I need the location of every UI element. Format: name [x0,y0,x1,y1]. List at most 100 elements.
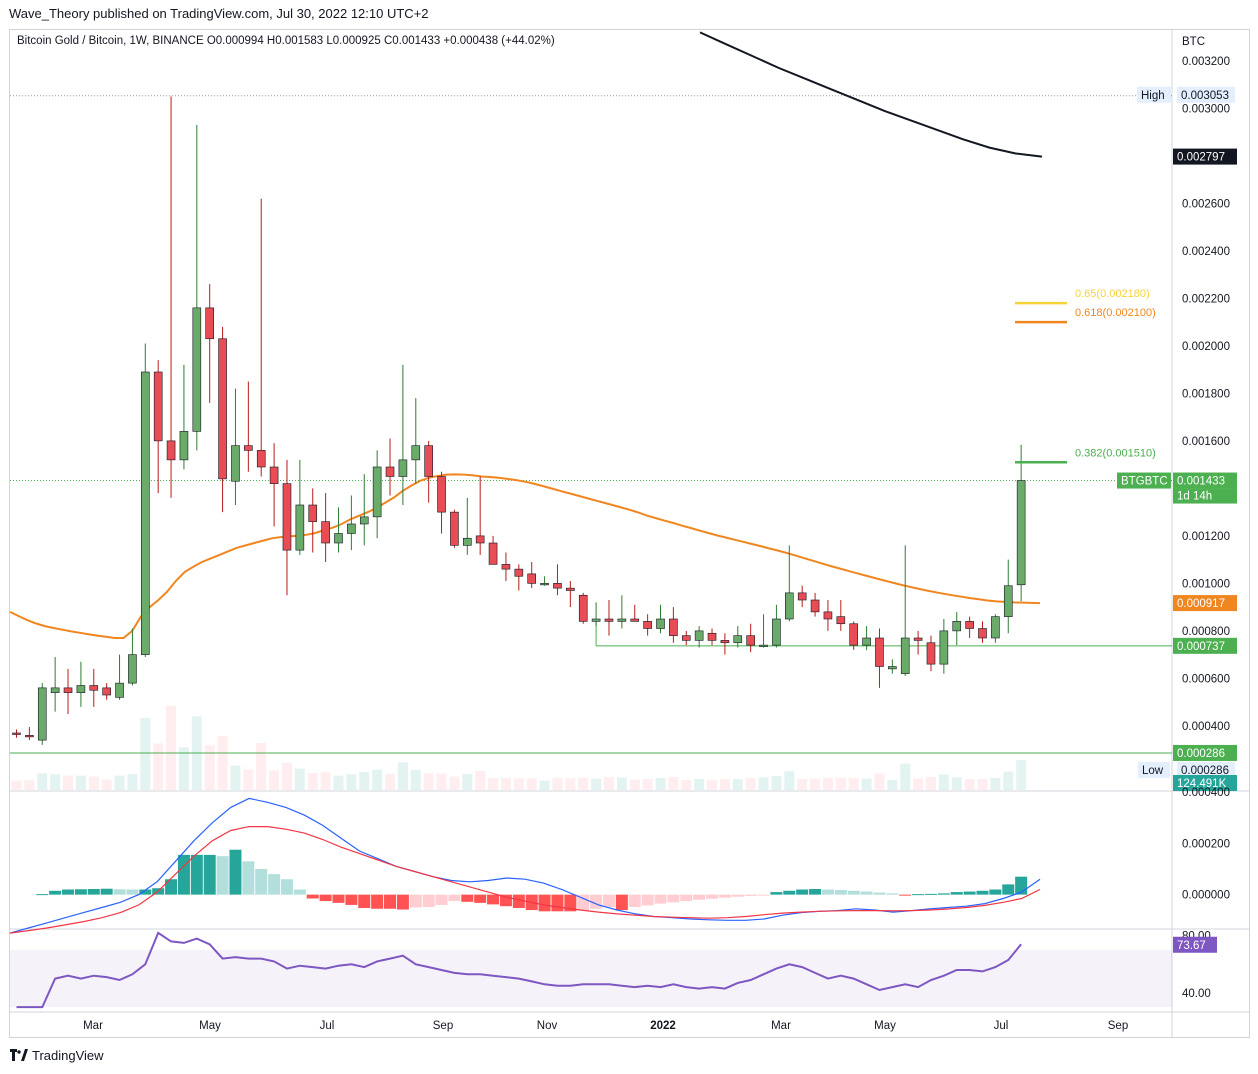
candle-body [25,735,34,738]
candle-body [669,618,678,636]
candle-body [37,687,47,741]
volume-bar [127,774,138,790]
candle-body [862,637,871,646]
candle-body [295,504,305,551]
candle [244,381,253,472]
black-ma-price-tag-bg [1173,148,1237,165]
candle [617,595,627,629]
candle-body [978,628,987,639]
macd-histogram-bar [847,890,860,895]
candle [462,497,472,555]
volume-bar [642,779,653,790]
price-axis-currency: BTC [1182,36,1205,48]
volume-bar [552,777,563,790]
candle [141,343,150,657]
time-axis-label: Jul [320,1020,335,1032]
volume-bar [694,779,705,790]
macd-histogram-bar [899,894,912,896]
black-moving-average [699,31,1043,158]
macd-histogram-bar [435,894,448,905]
candle [1016,444,1026,602]
candle-body [604,618,614,622]
macd-histogram-bar [564,894,577,912]
macd-histogram-bar [744,894,757,896]
volume-bar [462,774,473,790]
macd-histogram-bar [512,894,525,908]
countdown-tag-bg [1173,488,1237,504]
high-label-tag-text: High [1141,90,1165,102]
price-tick-label: 0.002600 [1182,198,1230,210]
candle [772,604,781,648]
time-axis-label: Sep [1108,1020,1128,1032]
price-tick-label: 0.002000 [1182,341,1230,353]
candle [939,619,949,674]
price-tick-label: 0.001200 [1182,531,1230,543]
volume-bar [153,743,164,790]
orange-ma-price-tag: 0.000917 [1173,595,1237,612]
candle [424,440,433,503]
candle-body [553,583,562,589]
candle [50,657,60,712]
candle [153,360,163,494]
rsi-value-tag-text: 73.67 [1177,940,1206,952]
candle [308,488,318,553]
volume-bar [281,763,292,790]
macd-histogram-bar [36,894,49,896]
candle [553,564,562,596]
last-price-tag-text: 0.001433 [1177,476,1225,488]
candle-body [1003,585,1013,617]
macd-histogram-bar [976,890,989,895]
volume-bar [320,772,331,790]
candle [128,628,137,686]
high-value-tag: 0.003053 [1177,86,1235,103]
candle-body [591,618,601,622]
volume-bar [178,747,189,790]
volume-bar [513,778,524,790]
candle [978,621,987,643]
rsi-tick-label: 40.00 [1182,988,1211,1000]
time-axis-label: 2022 [650,1020,676,1032]
volume-bar [719,779,730,790]
volume-bar [938,774,949,790]
candle [591,602,601,627]
candle [37,683,47,745]
tradingview-brand[interactable]: TradingView [10,1048,104,1063]
volume-bar [964,779,975,790]
low-value-tag: 0.000286 [1177,761,1235,778]
candle [694,626,704,648]
volume-bar [977,779,988,790]
candle-body [385,466,395,477]
volume-bar [681,780,692,790]
macd-histogram-bar [396,894,409,910]
candle-body [1016,480,1026,586]
candle-body [849,623,859,646]
price-tick-label: 0.001600 [1182,436,1230,448]
candle [1003,559,1013,634]
candle [540,576,549,586]
volume-bar [925,777,936,790]
volume-bar [822,777,833,790]
candle-body [926,642,936,665]
candle-body [630,618,640,622]
macd-histogram-bar [706,894,719,899]
volume-bar [449,776,460,790]
macd-tick-label: 0.000000 [1182,890,1230,902]
volume-tag-text: 124.491K [1177,778,1227,790]
candle-body [450,511,459,546]
candle-body [372,466,382,518]
macd-histogram-bar [74,889,87,895]
candle-body [797,592,807,601]
macd-histogram-bar [602,894,615,907]
volume-bar [50,774,61,790]
macd-histogram-bar [87,888,100,895]
macd-histogram-bar [487,894,500,905]
rsi-value-tag: 73.67 [1173,936,1217,953]
macd-histogram-bar [409,894,422,908]
candle-body [836,616,846,625]
support-price-tag: 0.000737 [1173,637,1237,654]
candle-body [153,371,163,442]
volume-bar [797,779,808,790]
candle-body [694,630,704,641]
signal-line [9,825,1041,934]
